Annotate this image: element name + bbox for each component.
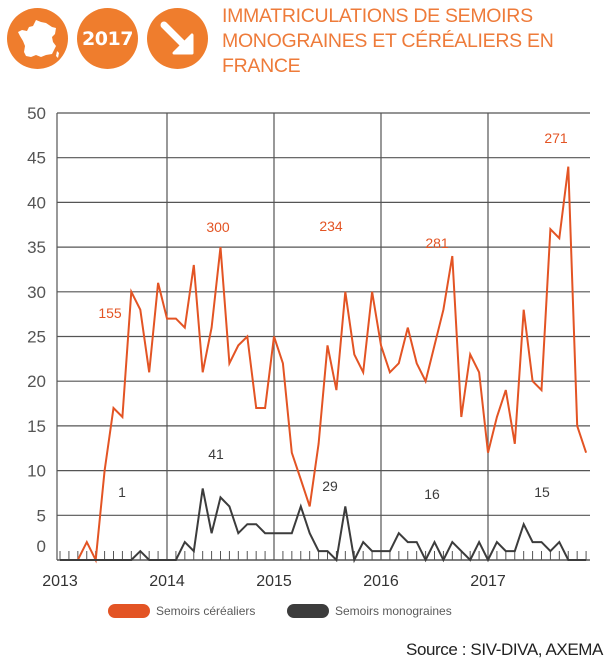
annotation-cerealiers-2016: 281: [425, 235, 449, 251]
legend-item-monograines: Semoirs monograines: [287, 604, 452, 618]
y-tick-label: 15: [27, 417, 46, 436]
legend-label-cerealiers: Semoirs céréaliers: [156, 604, 256, 618]
annotation-cerealiers-2015: 234: [319, 218, 343, 234]
legend-item-cerealiers: Semoirs céréaliers: [108, 604, 255, 618]
y-tick-label: 10: [27, 462, 46, 481]
france-badge: [7, 8, 68, 69]
annotation-monograines-2013: 1: [118, 484, 126, 500]
series-line-cerealiers: [60, 166, 588, 564]
annotation-cerealiers-2017: 271: [544, 130, 568, 146]
x-tick-label: 2014: [149, 573, 185, 590]
annotation-cerealiers-2013: 155: [98, 305, 122, 321]
x-tick-label: 2015: [256, 573, 292, 590]
line-chart: 0 5 10 15 20 25 30 35 40 45 50 2013 2014 2015 2016 2017…: [27, 104, 590, 590]
y-tick-label: 25: [27, 328, 46, 347]
annotation-monograines-2014: 41: [208, 446, 224, 462]
y-tick-label: 5: [37, 506, 46, 525]
x-tick-label: 2016: [363, 573, 399, 590]
chart-title: IMMATRICULATIONS DE SEMOIRS MONOGRAINES …: [222, 5, 554, 77]
y-tick-label: 50: [27, 104, 46, 123]
trend-down-arrow-icon: [160, 21, 193, 54]
source-note: Source : SIV-DIVA, AXEMA: [406, 640, 603, 659]
annotation-monograines-2017: 15: [534, 484, 550, 500]
x-tick-label: 2013: [42, 573, 78, 590]
legend-swatch-monograines: [287, 604, 329, 618]
annotation-monograines-2016: 16: [424, 486, 440, 502]
year-badge: 2017: [77, 8, 138, 69]
header: 2017 IMMATRICULATIONS DE SEMOIRS MONOGRA…: [0, 0, 611, 90]
legend: Semoirs céréaliers Semoirs monograines: [0, 604, 611, 624]
y-tick-label: 30: [27, 283, 46, 302]
legend-swatch-cerealiers: [108, 604, 150, 618]
annotation-cerealiers-2014: 300: [206, 219, 230, 235]
y-tick-label: 40: [27, 193, 46, 212]
y-tick-label: 0: [37, 537, 46, 556]
y-tick-label: 35: [27, 238, 46, 257]
y-tick-label: 45: [27, 149, 46, 168]
france-map-icon: [17, 19, 59, 58]
legend-label-monograines: Semoirs monograines: [335, 604, 452, 618]
x-tick-label: 2017: [470, 573, 506, 590]
annotation-monograines-2015: 29: [322, 478, 338, 494]
y-tick-label: 20: [27, 372, 46, 391]
series-line-monograines: [60, 488, 587, 564]
trend-badge: [147, 8, 208, 69]
